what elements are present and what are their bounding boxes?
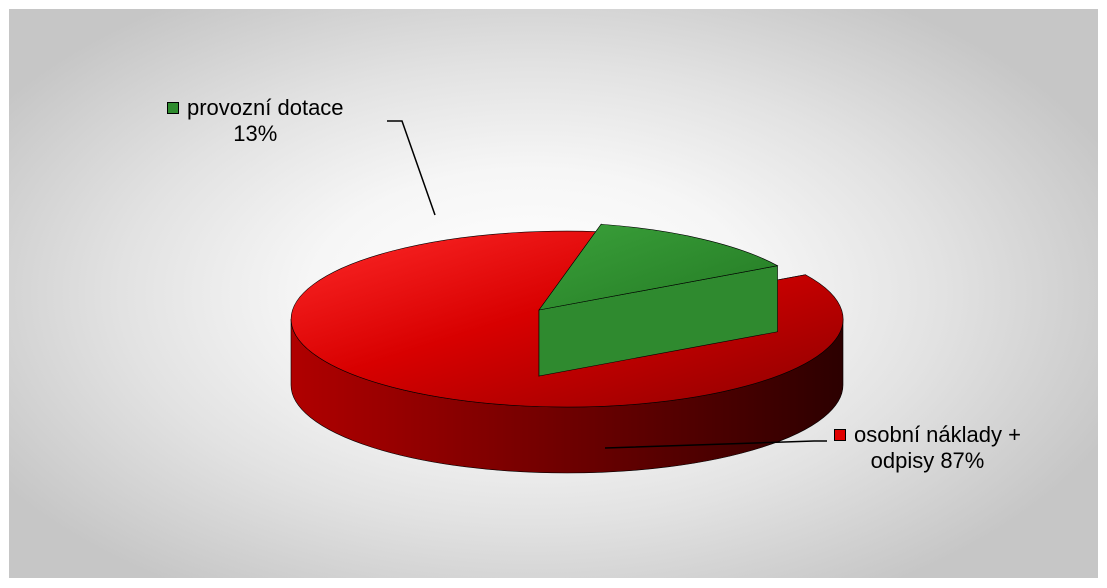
slice-label-provozni: provozní dotace 13% — [167, 95, 344, 147]
pie-slice-0 — [538, 223, 779, 311]
slice-label-line1: osobní náklady + — [854, 422, 1021, 447]
legend-key-red — [834, 429, 846, 441]
legend-key-green — [167, 102, 179, 114]
slice-label-osobni: osobní náklady + odpisy 87% — [834, 422, 1021, 474]
slice-label-line1: provozní dotace — [187, 95, 344, 120]
chart-area: provozní dotace 13% osobní náklady + odp… — [9, 9, 1098, 578]
pie-chart — [290, 120, 844, 474]
slice-label-line2: 13% — [233, 121, 278, 146]
leader-line-osobni — [604, 440, 827, 449]
slice-label-line2: odpisy 87% — [870, 448, 985, 473]
leader-line-provozni — [387, 120, 436, 216]
